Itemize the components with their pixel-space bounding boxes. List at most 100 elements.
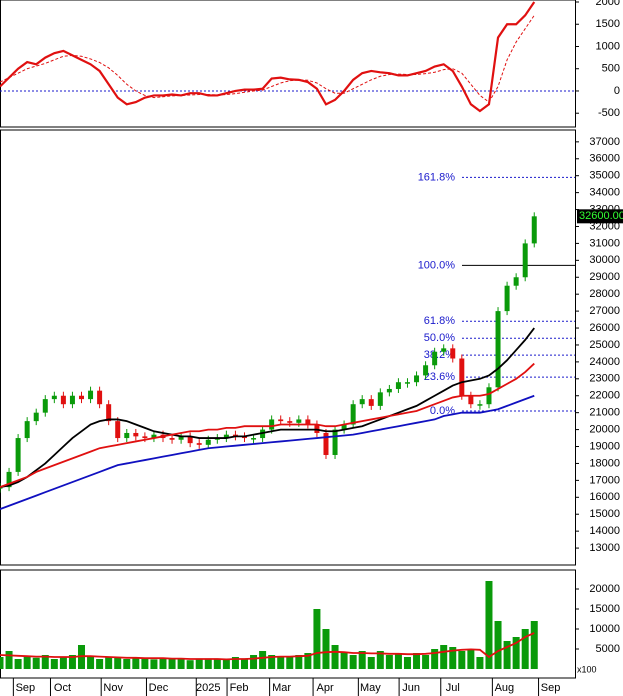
volume-bar — [476, 657, 484, 669]
volume-bar — [105, 657, 113, 669]
volume-bar — [186, 660, 194, 669]
y-tick-label: 23000 — [589, 373, 620, 385]
y-tick-label: 21000 — [589, 407, 620, 419]
candle — [377, 392, 383, 406]
candle — [341, 424, 347, 430]
fib-label: 38.2% — [424, 349, 455, 361]
x-tick-label: Nov — [103, 682, 123, 694]
y-tick-label: 32000 — [589, 220, 620, 232]
candle — [296, 419, 302, 423]
x-tick-label: Jul — [446, 682, 460, 694]
volume-bar — [494, 621, 502, 669]
fib-label: 61.8% — [424, 315, 455, 327]
candle — [24, 421, 30, 439]
x-tick-label: Feb — [230, 682, 249, 694]
y-tick-label: 36000 — [589, 153, 620, 165]
candle — [115, 421, 121, 439]
candle — [142, 436, 148, 439]
candle — [450, 348, 456, 359]
y-tick-label: 10000 — [589, 623, 620, 635]
candle — [423, 365, 429, 376]
fib-label: 23.6% — [424, 371, 455, 383]
volume-bar — [177, 659, 185, 669]
candle — [178, 436, 184, 440]
volume-bar — [96, 659, 104, 669]
volume-bar — [503, 641, 511, 669]
volume-bar — [403, 657, 411, 669]
volume-bar — [358, 651, 366, 669]
candle — [486, 387, 492, 405]
fib-label: 0.0% — [430, 405, 455, 417]
volume-bar — [385, 655, 393, 669]
volume-bar — [295, 655, 303, 669]
candle — [278, 419, 284, 422]
x-tick-label: Apr — [317, 682, 334, 694]
candle — [513, 277, 519, 286]
volume-bar — [240, 658, 248, 669]
y-tick-label: 20000 — [589, 423, 620, 435]
y-tick-label: 19000 — [589, 440, 620, 452]
volume-bar — [250, 655, 258, 669]
volume-bar — [150, 659, 158, 669]
volume-bar — [204, 658, 212, 669]
volume-bar — [50, 659, 58, 669]
candle — [205, 439, 211, 445]
volume-bar — [458, 651, 466, 669]
candle — [468, 395, 474, 405]
y-tick-label: 30000 — [589, 254, 620, 266]
line-series — [0, 362, 535, 488]
volume-bar — [5, 651, 13, 669]
volume-bar — [222, 659, 230, 669]
candle — [404, 382, 410, 384]
volume-bar — [340, 653, 348, 669]
candle — [459, 358, 465, 396]
y-tick-label: 500 — [602, 63, 620, 75]
candle — [251, 438, 257, 440]
volume-bar — [231, 657, 239, 669]
candle — [269, 419, 275, 430]
y-tick-label: 17000 — [589, 474, 620, 486]
candle — [151, 434, 157, 439]
volume-bar — [132, 657, 140, 669]
y-tick-label: 35000 — [589, 170, 620, 182]
fib-label: 100.0% — [418, 259, 456, 271]
candle — [441, 348, 447, 352]
x-tick-label: 2025 — [196, 682, 220, 694]
x-tick-label: Sep — [541, 682, 561, 694]
y-tick-label: 34000 — [589, 187, 620, 199]
candle — [33, 412, 39, 422]
candle — [350, 404, 356, 425]
candle — [124, 432, 130, 439]
x-tick-label: May — [360, 682, 381, 694]
candle — [0, 487, 3, 489]
volume-bar — [422, 655, 430, 669]
volume-bar — [259, 651, 267, 669]
y-tick-label: 18000 — [589, 457, 620, 469]
volume-bar — [114, 657, 122, 669]
unit-label: x100 — [577, 664, 597, 674]
y-tick-label: 25000 — [589, 339, 620, 351]
y-tick-label: 22000 — [589, 390, 620, 402]
last-price-box — [577, 209, 623, 224]
candle — [531, 216, 537, 244]
y-tick-label: 37000 — [589, 136, 620, 148]
y-tick-label: 28000 — [589, 288, 620, 300]
x-tick-label: Oct — [54, 682, 71, 694]
line-series — [0, 1, 536, 113]
candle — [332, 429, 338, 455]
line-series — [0, 327, 535, 489]
volume-bar — [32, 657, 40, 669]
x-tick-label: Jun — [402, 682, 420, 694]
candle — [51, 395, 57, 400]
y-tick-label: 1500 — [596, 18, 620, 30]
volume-bar — [277, 657, 285, 669]
candle — [287, 421, 293, 423]
volume-bar — [23, 657, 31, 669]
volume-bar — [512, 637, 520, 669]
volume-bar — [59, 657, 67, 669]
y-tick-label: 31000 — [589, 237, 620, 249]
volume-bar — [168, 659, 176, 669]
candle — [504, 285, 510, 312]
y-tick-label: -500 — [598, 107, 620, 119]
volume-bar — [141, 658, 149, 669]
